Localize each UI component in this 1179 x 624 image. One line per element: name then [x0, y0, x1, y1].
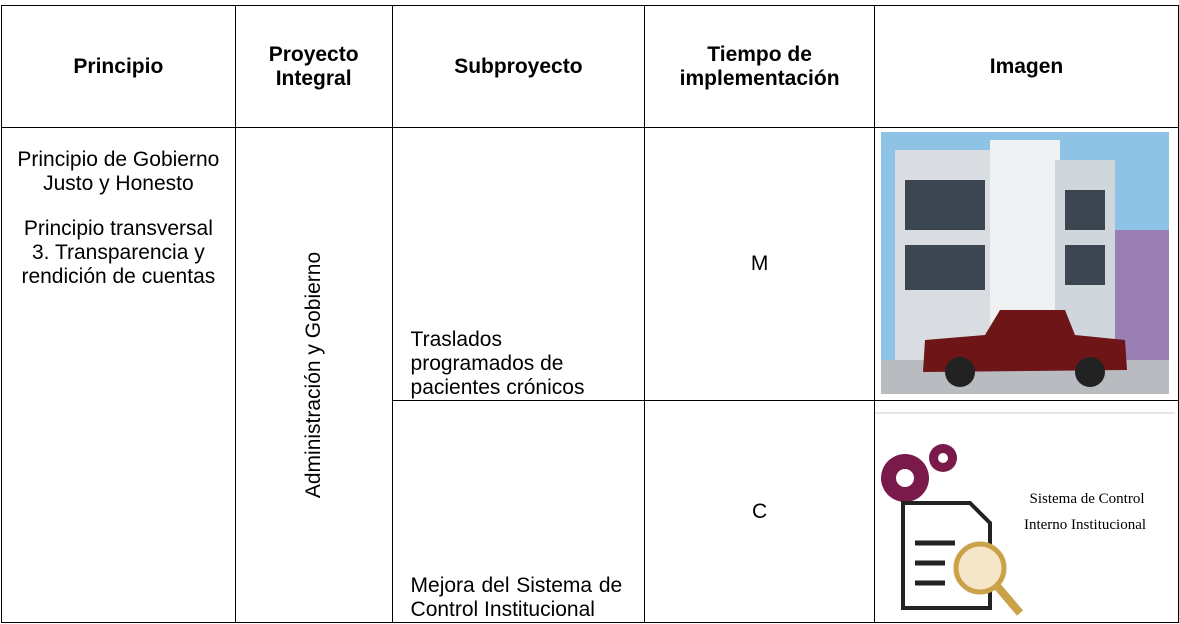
logo-text: Sistema de Control — [1030, 491, 1145, 507]
tiempo-cell: C — [644, 400, 875, 623]
building-photo — [881, 132, 1169, 394]
tiempo-cell: M — [644, 127, 875, 401]
principio-text: Principio transversal 3. Transparencia y… — [21, 217, 216, 288]
row: Mejora del Sistema de Control Institucio… — [2, 400, 1179, 623]
principio-text: Principio de Gobierno Justo y Honesto — [17, 148, 220, 195]
header-cell: Proyecto Integral — [234, 5, 393, 128]
proyecto-text: Administración y Gobierno — [301, 251, 325, 499]
header-cell: Imagen — [874, 5, 1179, 128]
logo-text: Interno Institucional — [1024, 517, 1146, 533]
proyecto-cell: Administración y Gobierno — [234, 127, 393, 623]
header-cell: Principio — [1, 5, 236, 128]
row: Principio de Gobierno Justo y Honesto Pr… — [1, 127, 1179, 623]
header-row: Principio Proyecto Integral Subproyecto … — [1, 5, 1179, 128]
subproyecto-cell: Traslados programados de pacientes cróni… — [391, 127, 646, 401]
subproyecto-text: Mejora del Sistema de Control Institucio… — [410, 574, 623, 621]
image-cell — [874, 127, 1179, 401]
subproyecto-text: Traslados programados de pacientes cróni… — [410, 328, 585, 399]
principio-cell: Principio de Gobierno Justo y Honesto Pr… — [1, 127, 236, 623]
header-cell: Subproyecto — [391, 5, 646, 128]
header-cell: Tiempo de implementación — [644, 5, 875, 128]
table: Principio Proyecto Integral Subproyecto … — [1, 5, 1179, 623]
image-cell: Sistema de Control Interno Institucional — [874, 400, 1179, 623]
subproyecto-cell: Mejora del Sistema de Control Institucio… — [391, 400, 646, 623]
logo-image: Sistema de Control Interno Institucional — [875, 412, 1175, 616]
